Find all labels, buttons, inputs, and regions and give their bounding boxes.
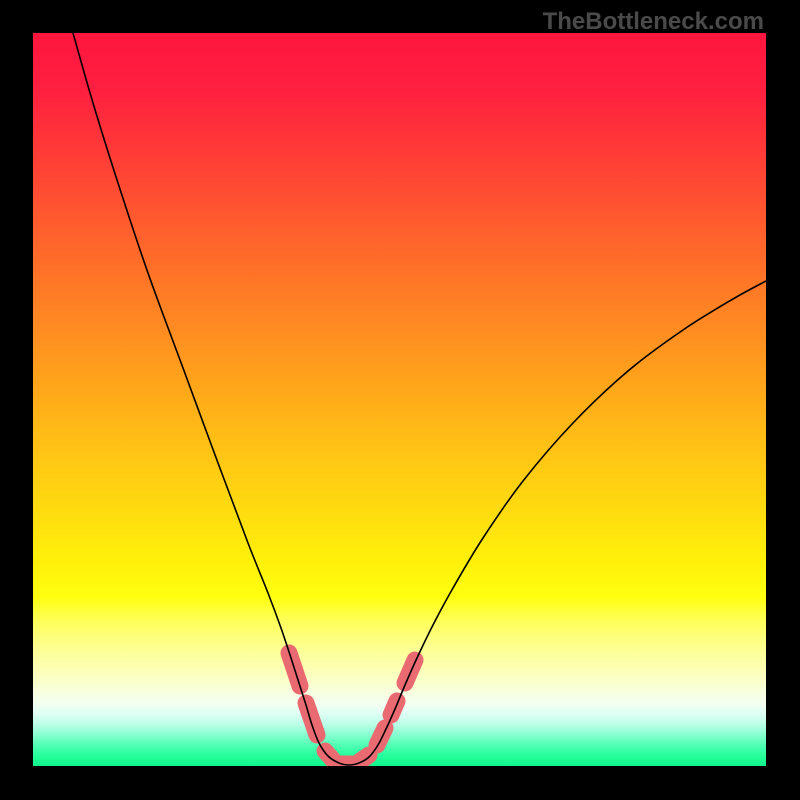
chart-background-gradient (33, 33, 766, 766)
watermark-text: TheBottleneck.com (543, 8, 764, 36)
chart-plot-area (33, 33, 766, 766)
